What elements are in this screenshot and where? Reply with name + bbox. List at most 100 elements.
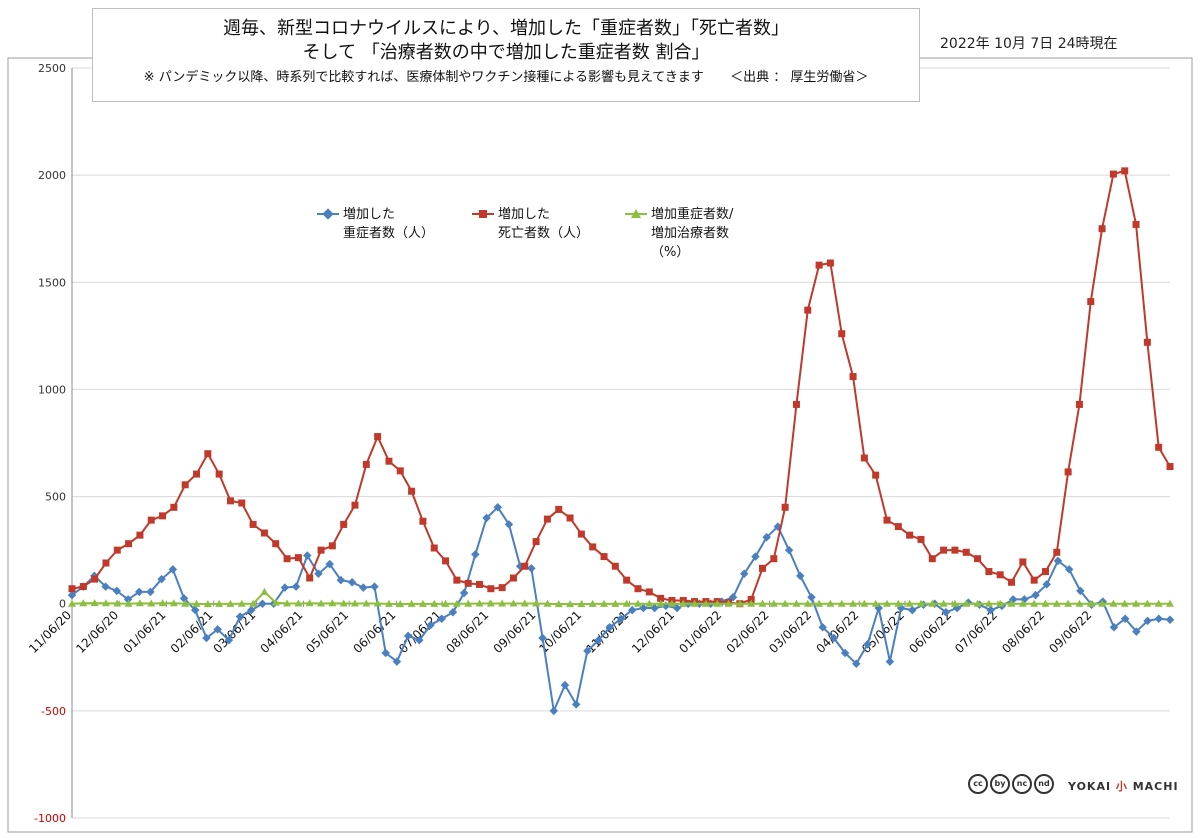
data-point-deaths [306,574,314,582]
data-point-deaths [204,450,212,458]
data-point-ratio [158,599,167,607]
data-point-deaths [476,580,484,588]
data-point-deaths [1098,225,1106,233]
data-point-deaths [849,373,857,381]
data-point-deaths [770,555,778,563]
x-tick-label: 01/06/21 [121,608,169,656]
data-point-deaths [894,523,902,531]
data-point-ratio [90,599,99,607]
data-point-ratio [113,599,122,607]
x-tick-label: 11/06/20 [26,608,74,656]
data-point-ratio [1064,599,1073,607]
data-point-deaths [1008,578,1016,586]
data-point-ratio [452,599,461,607]
x-tick-label: 09/06/22 [1046,608,1094,656]
data-point-ratio [622,599,631,607]
data-point-deaths [1075,400,1083,408]
data-point-ratio [928,599,937,607]
data-point-severe [314,569,323,578]
x-tick-label: 06/06/21 [350,608,398,656]
data-point-deaths [328,542,336,550]
data-point-deaths [1019,558,1027,566]
data-point-ratio [147,599,156,607]
data-point-severe [1143,616,1152,626]
data-point-severe [1042,580,1051,589]
data-point-deaths [826,259,834,267]
x-tick-label: 12/06/20 [73,608,121,656]
chart-frame [7,57,1193,833]
data-point-ratio [181,599,190,607]
data-point-ratio [135,599,144,607]
data-point-ratio [215,599,224,607]
data-point-ratio [1086,599,1095,607]
data-point-ratio [939,599,948,607]
y-tick-label: 1500 [38,276,66,289]
data-point-deaths [577,530,585,538]
data-point-severe [303,551,312,560]
data-point-ratio [350,599,359,607]
data-point-ratio [79,599,88,607]
nd-icon: nd [1034,774,1054,794]
data-point-ratio [973,599,982,607]
data-point-deaths [600,553,608,561]
data-point-severe [258,599,267,608]
data-point-ratio [283,599,292,607]
data-point-deaths [102,559,110,567]
data-point-deaths [147,516,155,524]
data-point-deaths [1053,548,1061,556]
data-point-severe [583,646,592,656]
x-tick-label: 03/06/22 [766,608,814,656]
data-point-ratio [1143,599,1152,607]
data-point-ratio [509,599,518,607]
data-point-severe [1076,586,1085,596]
data-point-deaths [498,584,506,592]
data-point-deaths [351,501,359,509]
data-point-deaths [396,467,404,475]
data-point-deaths [68,585,76,593]
series-line-ratio [71,590,1170,606]
data-point-deaths [838,330,846,338]
data-point-severe [1109,623,1119,632]
data-point-severe [359,583,368,592]
data-point-deaths [860,454,868,462]
data-point-deaths [170,503,178,511]
data-point-ratio [418,599,427,607]
data-point-deaths [555,505,563,513]
data-point-severe [392,657,402,666]
data-point-severe [840,648,850,658]
data-point-ratio [520,599,529,607]
data-point-ratio [554,600,563,608]
data-point-ratio [588,599,597,607]
data-point-ratio [962,599,971,607]
x-tick-label: 04/06/22 [813,608,861,656]
data-point-ratio [1018,599,1027,607]
data-point-severe [1053,556,1063,566]
data-point-ratio [724,599,733,607]
chart-note-text: ※ パンデミック以降、時系列で比較すれば、医療体制やワクチン接種による影響も見え… [143,70,704,85]
data-point-ratio [713,599,722,607]
data-point-deaths [781,503,789,511]
y-tick-label: 0 [59,598,66,611]
data-point-ratio [826,599,835,607]
data-point-deaths [272,540,280,548]
y-tick-label: 1000 [38,383,66,396]
data-point-deaths [79,583,87,591]
data-point-deaths [1155,443,1163,451]
data-point-ratio [645,599,654,607]
data-point-ratio [611,599,620,607]
x-tick-label: 04/06/21 [258,608,306,656]
y-tick-label: -500 [41,705,66,718]
legend-entry-severe: 増加した 重症者数（人） [317,205,467,243]
data-point-severe [941,608,951,617]
data-point-deaths [226,497,234,505]
data-point-deaths [215,470,223,478]
data-point-deaths [453,576,461,584]
data-point-deaths [532,538,540,546]
data-point-ratio [498,599,507,607]
data-point-severe [627,605,637,615]
data-point-severe [784,545,794,555]
data-point-ratio [667,599,676,607]
data-point-deaths [521,562,529,570]
x-tick-label: 08/06/22 [999,608,1047,656]
data-point-severe [807,593,816,602]
